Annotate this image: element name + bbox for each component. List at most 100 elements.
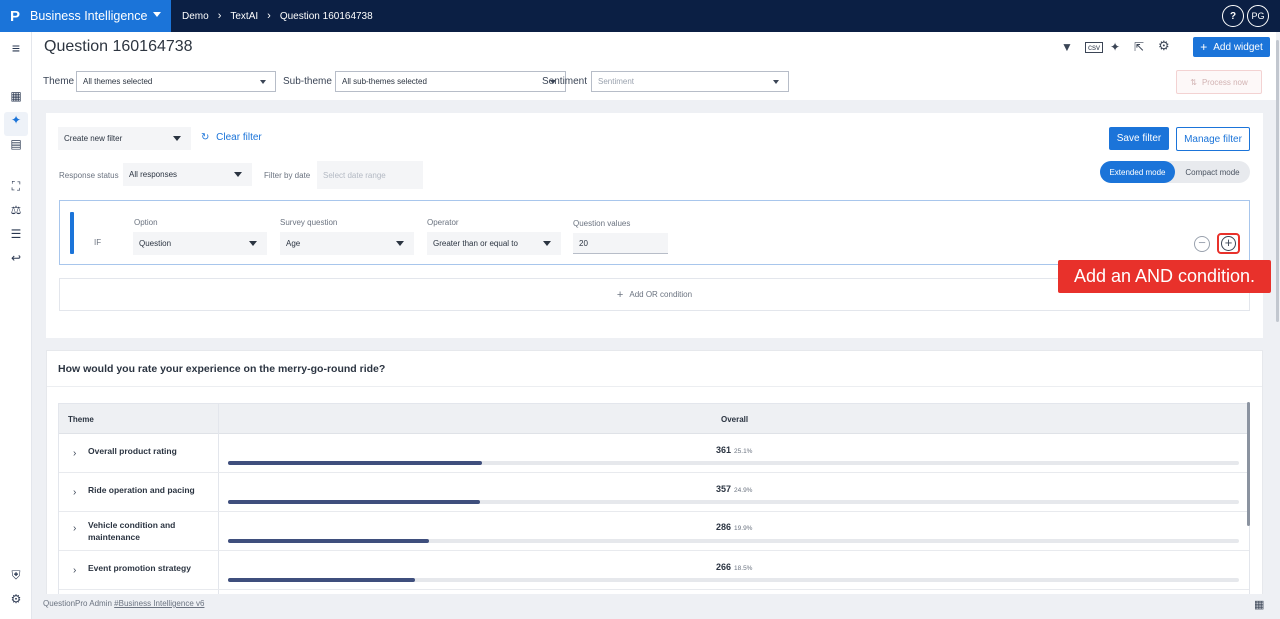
add-or-condition-button[interactable]: + Add OR condition	[59, 278, 1250, 311]
app-switcher[interactable]: P Business Intelligence	[0, 0, 171, 32]
theme-select[interactable]: All themes selected	[76, 71, 276, 92]
mode-toggle: Extended mode Compact mode	[1100, 161, 1250, 183]
question-values-input[interactable]: 20	[573, 233, 668, 254]
count-value: 286	[716, 522, 732, 532]
breadcrumb: Demo › TextAI › Question 160164738	[182, 0, 373, 32]
create-filter-value: Create new filter	[64, 134, 123, 143]
process-now-button[interactable]: ⇅ Process now	[1176, 70, 1262, 94]
breadcrumb-item-question: Question 160164738	[279, 10, 373, 22]
list-icon[interactable]: ☰	[10, 227, 22, 241]
table-scrollbar[interactable]	[1247, 402, 1250, 526]
dropdown-caret-icon	[396, 241, 404, 246]
textai-sparkle-icon[interactable]: ✦	[10, 113, 22, 127]
extended-mode-button[interactable]: Extended mode	[1100, 161, 1175, 183]
question-values-value: 20	[579, 238, 588, 248]
percent-value: 19.9%	[734, 525, 753, 532]
operator-select[interactable]: Greater than or equal to	[427, 232, 561, 255]
table-row[interactable]: › Vehicle condition and maintenance 286 1…	[59, 512, 1249, 551]
table-row[interactable]: › Overall product rating 361 25.1%	[59, 434, 1249, 473]
dropdown-caret-icon	[550, 80, 556, 84]
progress-fill	[228, 500, 480, 504]
add-widget-button[interactable]: + Add widget	[1193, 37, 1270, 57]
table-row[interactable]: › Ride operation and pacing 357 24.9%	[59, 473, 1249, 512]
table-header: Theme Overall	[59, 404, 1249, 434]
table-row[interactable]: › Event promotion strategy 266 18.5%	[59, 551, 1249, 590]
sentiment-select[interactable]: Sentiment	[591, 71, 789, 92]
filter-icon[interactable]: ▼	[1061, 40, 1073, 54]
option-value: Question	[139, 239, 172, 248]
progress-fill	[228, 461, 482, 465]
add-and-condition-tooltip: Add an AND condition.	[1058, 260, 1271, 293]
row-theme: Overall product rating	[88, 446, 177, 456]
csv-export-icon[interactable]: csv	[1085, 42, 1103, 53]
dashboard-icon[interactable]: ▦	[10, 89, 22, 103]
settings-icon[interactable]: ⚙	[1158, 38, 1170, 53]
option-select[interactable]: Question	[133, 232, 267, 255]
expand-chevron-icon[interactable]: ›	[73, 448, 77, 459]
progress-track	[228, 461, 1239, 465]
subtheme-label: Sub-theme	[283, 76, 332, 87]
date-range-placeholder: Select date range	[323, 170, 386, 180]
response-status-select[interactable]: All responses	[123, 163, 252, 186]
grid-icon[interactable]: ▦	[1254, 599, 1265, 611]
clear-filter-label: Clear filter	[216, 132, 262, 143]
balance-scale-icon[interactable]: ⚖	[10, 203, 22, 217]
settings-gear-icon[interactable]: ⚙	[10, 592, 22, 606]
row-count: 286 19.9%	[716, 522, 752, 532]
top-bar: P Business Intelligence Demo › TextAI › …	[0, 0, 1280, 32]
filter-by-date-label: Filter by date	[264, 171, 311, 180]
progress-track	[228, 500, 1239, 504]
remove-condition-icon[interactable]: −	[1194, 236, 1210, 252]
clear-filter-link[interactable]: ↻ Clear filter	[201, 132, 262, 143]
expand-chevron-icon[interactable]: ›	[73, 523, 77, 534]
progress-fill	[228, 539, 430, 543]
compact-mode-button[interactable]: Compact mode	[1185, 167, 1240, 177]
plus-icon: +	[616, 288, 624, 301]
report-document-icon[interactable]: ▤	[10, 137, 22, 151]
subtheme-select[interactable]: All sub-themes selected	[335, 71, 566, 92]
footer: QuestionPro Admin #Business Intelligence…	[32, 594, 1276, 619]
theme-table: Theme Overall › Overall product rating 3…	[58, 403, 1250, 619]
shield-user-icon[interactable]: ⛨	[11, 568, 21, 582]
add-and-condition-button[interactable]: +	[1217, 233, 1240, 254]
breadcrumb-item-demo[interactable]: Demo	[182, 10, 209, 22]
progress-fill	[228, 578, 416, 582]
column-header-overall: Overall	[721, 415, 749, 424]
row-count: 357 24.9%	[716, 484, 752, 494]
question-values-label: Question values	[573, 219, 631, 228]
footer-text: QuestionPro Admin #Business Intelligence…	[43, 599, 204, 608]
expand-chevron-icon[interactable]: ›	[73, 565, 77, 576]
add-or-condition-label: Add OR condition	[629, 290, 693, 299]
progress-track	[228, 539, 1239, 543]
back-arrow-icon[interactable]: ↩	[10, 251, 22, 265]
breadcrumb-item-textai[interactable]: TextAI	[230, 10, 259, 22]
date-range-input[interactable]: Select date range	[317, 161, 423, 189]
save-filter-button[interactable]: Save filter	[1109, 127, 1169, 150]
dropdown-caret-icon	[249, 241, 257, 246]
user-avatar[interactable]: PG	[1247, 5, 1269, 27]
percent-value: 24.9%	[734, 487, 753, 494]
share-icon[interactable]: ⇱	[1134, 40, 1145, 54]
question-widget: How would you rate your experience on th…	[46, 350, 1263, 619]
left-sidebar: ≡ ▦ ✦ ▤ ⛶ ⚖ ☰ ↩ ⛨ ⚙	[0, 32, 32, 619]
integrations-icon[interactable]: ⛶	[11, 179, 21, 193]
sparkle-icon[interactable]: ✦	[1110, 40, 1121, 54]
condition-row: IF Option Question Survey question Age O…	[59, 200, 1250, 265]
dropdown-caret-icon	[173, 136, 181, 141]
page-scrollbar[interactable]	[1276, 40, 1279, 322]
expand-chevron-icon[interactable]: ›	[73, 487, 77, 498]
hamburger-menu-icon[interactable]: ≡	[11, 40, 21, 56]
row-count: 361 25.1%	[716, 445, 752, 455]
help-icon[interactable]: ?	[1222, 5, 1244, 27]
operator-value: Greater than or equal to	[433, 239, 518, 248]
dropdown-caret-icon	[260, 80, 266, 84]
sentiment-label: Sentiment	[542, 76, 588, 87]
operator-label: Operator	[427, 218, 459, 227]
percent-value: 18.5%	[734, 565, 753, 572]
response-status-label: Response status	[59, 171, 119, 180]
page-title: Question 160164738	[44, 38, 193, 55]
survey-question-select[interactable]: Age	[280, 232, 414, 255]
footer-link[interactable]: #Business Intelligence v6	[114, 599, 205, 608]
manage-filter-button[interactable]: Manage filter	[1176, 127, 1250, 151]
create-filter-select[interactable]: Create new filter	[58, 127, 191, 150]
